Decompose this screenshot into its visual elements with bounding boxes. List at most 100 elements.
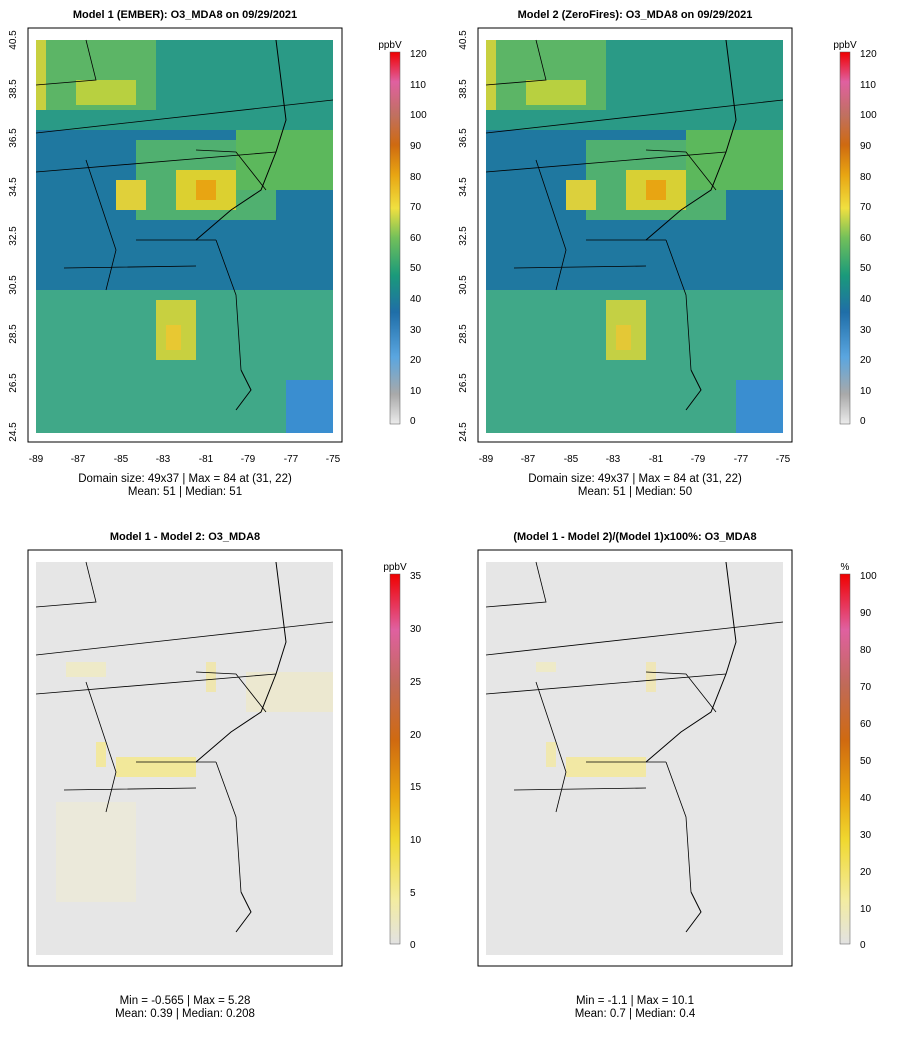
svg-text:30.5: 30.5 — [8, 275, 19, 295]
svg-text:26.5: 26.5 — [458, 373, 469, 393]
svg-text:10: 10 — [860, 904, 872, 915]
svg-text:30: 30 — [860, 325, 872, 336]
svg-text:-85: -85 — [114, 454, 129, 465]
svg-text:-75: -75 — [326, 454, 341, 465]
svg-text:120: 120 — [860, 49, 877, 60]
svg-text:0: 0 — [860, 940, 866, 951]
colorbar-unit: % — [841, 562, 850, 573]
svg-text:100: 100 — [860, 110, 877, 121]
svg-text:-87: -87 — [521, 454, 536, 465]
colorbar-unit: ppbV — [383, 562, 407, 573]
colorbar: ppbV 120 110 100 90 80 70 60 50 40 30 20… — [378, 40, 427, 427]
svg-text:120: 120 — [410, 49, 427, 60]
svg-text:30: 30 — [410, 624, 422, 635]
panel-title: (Model 1 - Model 2)/(Model 1)x100%: O3_M… — [513, 531, 756, 543]
svg-text:70: 70 — [410, 202, 422, 213]
stats-line-1: Min = -0.565 | Max = 5.28 — [120, 995, 251, 1007]
x-axis: -89 -87 -85 -83 -81 -79 -77 -75 — [479, 441, 791, 465]
difference-map — [485, 561, 784, 955]
panel-title: Model 1 - Model 2: O3_MDA8 — [110, 531, 260, 543]
difference-map — [35, 561, 334, 955]
svg-text:70: 70 — [860, 682, 872, 693]
stats-line-2: Mean: 51 | Median: 50 — [578, 486, 692, 498]
svg-text:28.5: 28.5 — [458, 324, 469, 344]
stats-line-1: Min = -1.1 | Max = 10.1 — [576, 995, 694, 1007]
svg-text:-75: -75 — [776, 454, 791, 465]
concentration-map — [35, 39, 334, 433]
colorbar: ppbV 35 30 25 20 15 10 5 0 — [383, 562, 421, 951]
svg-text:90: 90 — [410, 141, 422, 152]
svg-text:10: 10 — [410, 386, 422, 397]
svg-text:25: 25 — [410, 677, 422, 688]
svg-text:70: 70 — [860, 202, 872, 213]
svg-text:0: 0 — [860, 416, 866, 427]
y-axis: 40.5 38.5 36.5 34.5 32.5 30.5 28.5 26.5 … — [8, 30, 19, 442]
svg-text:50: 50 — [410, 263, 422, 274]
svg-text:80: 80 — [860, 645, 872, 656]
svg-text:-77: -77 — [734, 454, 749, 465]
svg-text:60: 60 — [410, 233, 422, 244]
colorbar: % 100 90 80 70 60 50 40 30 20 10 0 — [839, 562, 877, 951]
svg-text:35: 35 — [410, 571, 422, 582]
svg-text:5: 5 — [410, 888, 416, 899]
colorbar-unit: ppbV — [833, 40, 857, 51]
concentration-map — [485, 39, 784, 433]
svg-text:26.5: 26.5 — [8, 373, 19, 393]
svg-text:0: 0 — [410, 940, 416, 951]
svg-text:40: 40 — [860, 793, 872, 804]
svg-text:-89: -89 — [29, 454, 44, 465]
y-axis: 40.5 38.5 36.5 34.5 32.5 30.5 28.5 26.5 … — [458, 30, 469, 442]
svg-text:15: 15 — [410, 782, 422, 793]
svg-text:40: 40 — [410, 294, 422, 305]
svg-text:-85: -85 — [564, 454, 579, 465]
svg-text:36.5: 36.5 — [458, 128, 469, 148]
svg-text:36.5: 36.5 — [8, 128, 19, 148]
stats-line-2: Mean: 51 | Median: 51 — [128, 486, 242, 498]
colorbar-ticks: 35 30 25 20 15 10 5 0 — [410, 571, 422, 951]
svg-text:34.5: 34.5 — [8, 177, 19, 197]
panel-model1: Model 1 (EMBER): O3_MDA8 on 09/29/2021 — [8, 9, 427, 498]
svg-text:20: 20 — [860, 867, 872, 878]
svg-text:40.5: 40.5 — [458, 30, 469, 50]
svg-text:-77: -77 — [284, 454, 299, 465]
svg-text:20: 20 — [410, 730, 422, 741]
svg-text:10: 10 — [860, 386, 872, 397]
svg-text:20: 20 — [860, 355, 872, 366]
plot-frame — [477, 549, 793, 967]
svg-text:30.5: 30.5 — [458, 275, 469, 295]
svg-text:90: 90 — [860, 141, 872, 152]
svg-text:100: 100 — [410, 110, 427, 121]
svg-text:10: 10 — [410, 835, 422, 846]
svg-text:60: 60 — [860, 233, 872, 244]
svg-text:34.5: 34.5 — [458, 177, 469, 197]
panel-title: Model 1 (EMBER): O3_MDA8 on 09/29/2021 — [73, 9, 297, 21]
svg-text:80: 80 — [860, 172, 872, 183]
panel-title: Model 2 (ZeroFires): O3_MDA8 on 09/29/20… — [518, 9, 753, 21]
panel-difference: Model 1 - Model 2: O3_MDA8 Min = -0.565 … — [27, 531, 422, 1020]
plot-frame — [27, 549, 343, 967]
svg-text:-79: -79 — [241, 454, 256, 465]
svg-text:24.5: 24.5 — [458, 422, 469, 442]
svg-text:-79: -79 — [691, 454, 706, 465]
svg-text:30: 30 — [860, 830, 872, 841]
colorbar-ticks: 100 90 80 70 60 50 40 30 20 10 0 — [860, 571, 877, 951]
svg-text:38.5: 38.5 — [8, 79, 19, 99]
x-axis: -89 -87 -85 -83 -81 -79 -77 -75 — [29, 441, 341, 465]
svg-text:40.5: 40.5 — [8, 30, 19, 50]
colorbar: ppbV 120 110 100 90 80 70 60 50 40 30 20… — [833, 40, 877, 427]
svg-text:110: 110 — [860, 80, 876, 91]
colorbar-ticks: 120 110 100 90 80 70 60 50 40 30 20 10 0 — [860, 49, 877, 427]
svg-text:50: 50 — [860, 263, 872, 274]
svg-text:-81: -81 — [199, 454, 214, 465]
colorbar-ticks: 120 110 100 90 80 70 60 50 40 30 20 10 0 — [410, 49, 427, 427]
svg-text:20: 20 — [410, 355, 422, 366]
svg-text:60: 60 — [860, 719, 872, 730]
svg-text:24.5: 24.5 — [8, 422, 19, 442]
svg-text:38.5: 38.5 — [458, 79, 469, 99]
svg-text:40: 40 — [860, 294, 872, 305]
svg-text:-81: -81 — [649, 454, 664, 465]
svg-text:0: 0 — [410, 416, 416, 427]
svg-text:28.5: 28.5 — [8, 324, 19, 344]
panel-percent-difference: (Model 1 - Model 2)/(Model 1)x100%: O3_M… — [477, 531, 877, 1020]
